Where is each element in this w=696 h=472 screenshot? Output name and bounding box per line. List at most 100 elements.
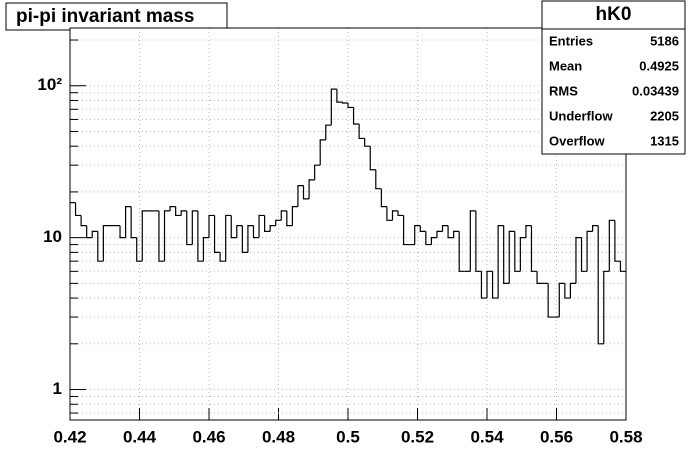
histogram-bin bbox=[297, 185, 304, 207]
y-tick-label: 10² bbox=[37, 75, 62, 94]
histogram-bin bbox=[508, 230, 515, 284]
x-tick-label: 0.54 bbox=[470, 427, 504, 446]
histogram-bin bbox=[603, 270, 610, 344]
histogram-bin bbox=[158, 210, 165, 262]
histogram-bin bbox=[491, 271, 499, 299]
histogram-bin bbox=[197, 210, 204, 262]
stats-value: 2205 bbox=[650, 108, 679, 123]
x-tick-label: 0.42 bbox=[53, 427, 86, 446]
histogram-bin bbox=[458, 231, 465, 272]
histogram-bin bbox=[136, 237, 143, 262]
histogram-bin bbox=[169, 206, 176, 211]
histogram-bin bbox=[597, 225, 604, 345]
histogram-bin bbox=[302, 185, 310, 200]
stats-label: Overflow bbox=[549, 133, 606, 148]
x-tick-label: 0.52 bbox=[401, 427, 434, 446]
chart-title: pi-pi invariant mass bbox=[16, 6, 194, 27]
histogram-bin bbox=[130, 206, 137, 239]
histogram-bin bbox=[275, 219, 282, 226]
histogram-bin bbox=[202, 237, 209, 262]
y-tick-label: 1 bbox=[53, 379, 62, 398]
histogram-bin bbox=[469, 210, 476, 272]
histogram-bin bbox=[441, 225, 449, 232]
stats-value: 1315 bbox=[650, 133, 679, 148]
histogram-bin bbox=[291, 206, 298, 226]
x-tick-label: 0.46 bbox=[192, 427, 225, 446]
histogram-bin bbox=[186, 210, 193, 246]
histogram-bin bbox=[213, 215, 221, 253]
histogram-bin bbox=[436, 230, 443, 238]
x-tick-label: 0.58 bbox=[609, 427, 642, 446]
histogram-bin bbox=[241, 225, 248, 253]
histogram-bin bbox=[592, 225, 599, 232]
histogram-bin bbox=[586, 230, 593, 272]
histogram-bin bbox=[191, 210, 198, 245]
histogram-bin bbox=[269, 225, 276, 232]
histogram-bin bbox=[314, 164, 321, 180]
histogram-bin bbox=[341, 102, 348, 104]
stats-value: 5186 bbox=[650, 33, 679, 48]
histogram-bin bbox=[175, 206, 182, 217]
histogram-bin bbox=[480, 271, 487, 299]
histogram-bin bbox=[180, 210, 187, 216]
histogram-bin bbox=[514, 231, 521, 272]
histogram-bin bbox=[503, 225, 510, 284]
stats-title: hK0 bbox=[596, 4, 632, 25]
histogram-bin bbox=[364, 138, 371, 147]
histogram-bin bbox=[141, 210, 148, 262]
histogram-bin bbox=[575, 237, 582, 284]
histogram-bin bbox=[580, 237, 588, 272]
title-box bbox=[5, 2, 228, 31]
histogram-bin bbox=[280, 210, 287, 221]
histogram-bin bbox=[225, 214, 232, 262]
histogram-bin bbox=[236, 225, 243, 238]
histogram-bin bbox=[530, 225, 538, 272]
histogram-bin bbox=[74, 202, 82, 217]
histogram-bin bbox=[91, 230, 98, 238]
histogram-bin bbox=[352, 107, 360, 125]
histogram-bin bbox=[258, 214, 265, 238]
histogram-bin bbox=[347, 102, 354, 109]
stats-value: 0.03439 bbox=[632, 83, 679, 98]
histogram-bin bbox=[547, 283, 554, 318]
histogram-bin bbox=[119, 225, 126, 239]
histogram-bin bbox=[564, 283, 571, 299]
histogram-bin bbox=[264, 215, 271, 232]
histogram-bin bbox=[569, 282, 576, 299]
histogram-bin bbox=[447, 225, 454, 239]
plot-area: 0.42 0.44 0.46 0.48 0.5 0.52 0.54 0.56 0.58 1 10 10… bbox=[37, 27, 643, 446]
histogram-bin bbox=[163, 210, 171, 262]
histogram-bin bbox=[308, 179, 315, 199]
histogram-bin bbox=[97, 231, 104, 262]
histogram-bin bbox=[558, 282, 565, 318]
x-tick-label: 0.44 bbox=[123, 427, 157, 446]
histogram-bin bbox=[319, 139, 326, 166]
histogram-bin bbox=[330, 88, 337, 126]
stats-value: 0.4925 bbox=[639, 58, 679, 73]
histogram-bin bbox=[486, 270, 493, 299]
histogram-bin bbox=[414, 225, 421, 245]
x-tick-label: 0.48 bbox=[262, 427, 295, 446]
stats-label: Mean bbox=[549, 58, 582, 73]
histogram-bin bbox=[358, 123, 365, 140]
histogram-bin bbox=[375, 169, 382, 190]
histogram-bin bbox=[430, 237, 437, 245]
histogram-bin bbox=[497, 225, 504, 299]
histogram-bin bbox=[380, 188, 387, 208]
histogram-bin bbox=[386, 206, 393, 221]
histogram-bin bbox=[369, 146, 376, 171]
stats-border bbox=[541, 0, 686, 155]
histogram-bin bbox=[397, 210, 404, 217]
histogram-bin bbox=[425, 231, 432, 246]
histogram-bin bbox=[86, 225, 93, 239]
y-tick-label: 10 bbox=[43, 227, 62, 246]
histogram-bin bbox=[325, 124, 332, 140]
histogram-bin bbox=[125, 206, 132, 238]
stats-label: Underflow bbox=[549, 108, 613, 123]
histogram-bin bbox=[419, 225, 426, 232]
histogram-bin bbox=[219, 252, 226, 262]
histogram-bin bbox=[403, 215, 410, 246]
x-tick-label: 0.5 bbox=[336, 427, 360, 446]
histogram-bin bbox=[453, 230, 460, 238]
